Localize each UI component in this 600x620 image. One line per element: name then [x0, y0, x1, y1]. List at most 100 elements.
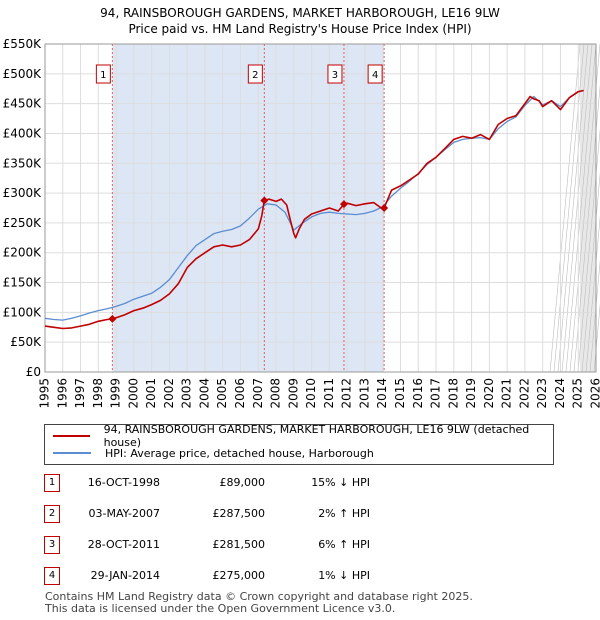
y-tick-label: £100K [3, 305, 43, 319]
x-tick-label: 1999 [109, 378, 123, 409]
transaction-row: 4 29-JAN-2014 £275,000 1% ↓ HPI [0, 567, 600, 587]
x-tick-label: 2026 [589, 378, 600, 409]
y-tick-label: £500K [3, 67, 43, 81]
x-tick-label: 2022 [517, 378, 531, 409]
transaction-hpi: 15% ↓ HPI [311, 476, 370, 489]
hpi-line-swatch [53, 452, 91, 454]
y-tick-label: £50K [10, 335, 42, 349]
future-band-hatch [585, 215, 600, 373]
transaction-date: 16-OCT-1998 [87, 476, 160, 489]
y-tick-label: £300K [3, 186, 43, 200]
sale-point [380, 204, 389, 212]
legend-item-property: 94, RAINSBOROUGH GARDENS, MARKET HARBORO… [53, 423, 553, 449]
y-tick-label: £350K [3, 156, 43, 170]
future-band-hatch [593, 303, 600, 373]
hpi-series-line [44, 89, 584, 321]
transaction-row: 3 28-OCT-2011 £281,500 6% ↑ HPI [0, 536, 600, 556]
y-tick-label: £250K [3, 216, 43, 230]
x-tick-label: 2019 [464, 378, 478, 409]
y-tick-label: £400K [3, 126, 43, 140]
transaction-number: 2 [44, 505, 60, 523]
sale-marker-box [247, 64, 263, 84]
x-tick-label: 2000 [126, 378, 140, 409]
property-line-swatch [53, 435, 90, 437]
transaction-number: 4 [44, 567, 60, 585]
legend: 94, RAINSBOROUGH GARDENS, MARKET HARBORO… [44, 423, 554, 465]
transaction-price: £275,000 [212, 569, 266, 582]
x-tick-label: 2018 [446, 378, 460, 409]
x-tick-label: 2025 [571, 378, 585, 409]
transaction-price: £287,500 [212, 507, 266, 520]
transaction-hpi: 2% ↑ HPI [318, 507, 370, 520]
future-band-hatch [549, 43, 581, 373]
legend-label-property: 94, RAINSBOROUGH GARDENS, MARKET HARBORO… [103, 423, 530, 449]
y-tick-label: £450K [3, 97, 43, 111]
x-tick-label: 2006 [233, 378, 247, 409]
future-period-band [580, 44, 596, 372]
sale-marker-number: 4 [372, 70, 378, 81]
sale-period-band [112, 44, 385, 372]
x-tick-label: 2024 [553, 378, 567, 409]
y-tick-label: £0 [26, 365, 41, 379]
x-tick-label: 1996 [55, 378, 69, 409]
future-band-hatch [589, 259, 600, 373]
footer-copyright: Contains HM Land Registry data © Crown c… [45, 590, 473, 603]
future-band-hatch [573, 84, 600, 373]
x-tick-label: 2004 [197, 378, 211, 409]
transaction-price: £89,000 [219, 476, 266, 489]
legend-label-hpi: HPI: Average price, detached house, Harb… [105, 446, 374, 460]
future-band-hatch [569, 43, 600, 373]
x-tick-label: 2012 [340, 378, 354, 409]
price-chart: £0 £50K £100K £150K £200K £250K £300K £350K £400… [3, 37, 600, 409]
future-band-hatch [557, 43, 589, 373]
sale-marker-number: 2 [252, 70, 258, 81]
x-tick-label: 2016 [411, 378, 425, 409]
transaction-row: 2 03-MAY-2007 £287,500 2% ↑ HPI [0, 505, 600, 525]
future-band-hatch [577, 128, 600, 373]
x-tick-label: 2002 [162, 378, 176, 409]
transaction-row: 1 16-OCT-1998 £89,000 15% ↓ HPI [0, 474, 600, 494]
future-band-hatch [581, 171, 600, 373]
transaction-hpi: 1% ↓ HPI [318, 569, 370, 582]
transaction-date: 28-OCT-2011 [87, 538, 160, 551]
x-tick-label: 2017 [429, 378, 443, 409]
y-tick-label: £200K [3, 246, 43, 260]
x-tick-label: 2020 [482, 378, 496, 409]
future-band-hatch [565, 43, 597, 373]
sale-point [339, 200, 348, 209]
plot-frame [44, 43, 597, 373]
transaction-hpi: 6% ↑ HPI [318, 538, 370, 551]
transaction-number: 3 [44, 536, 60, 554]
x-tick-label: 2007 [251, 378, 265, 409]
sale-marker-box [327, 64, 343, 84]
x-tick-label: 2001 [144, 378, 158, 409]
sale-marker-number: 1 [100, 70, 106, 81]
sale-marker-box [367, 64, 383, 84]
x-tick-label: 1995 [38, 378, 52, 409]
footer-licence: This data is licensed under the Open Gov… [45, 602, 396, 615]
transaction-date: 03-MAY-2007 [88, 507, 160, 520]
sale-point [260, 196, 269, 205]
transaction-date: 29-JAN-2014 [90, 569, 160, 582]
transaction-number: 1 [44, 474, 60, 492]
x-tick-label: 2011 [322, 378, 336, 409]
x-tick-label: 2014 [375, 378, 389, 409]
x-tick-label: 1998 [91, 378, 105, 409]
chart-title-line2: Price paid vs. HM Land Registry's House … [128, 22, 472, 36]
x-tick-label: 2021 [500, 378, 514, 409]
x-tick-label: 2013 [357, 378, 371, 409]
x-tick-label: 2010 [304, 378, 318, 409]
sale-marker-number: 3 [332, 70, 338, 81]
transaction-price: £281,500 [212, 538, 266, 551]
chart-title-line1: 94, RAINSBOROUGH GARDENS, MARKET HARBORO… [100, 6, 500, 20]
future-band-hatch [561, 43, 593, 373]
legend-item-hpi: HPI: Average price, detached house, Harb… [53, 445, 374, 461]
x-tick-label: 2008 [269, 378, 283, 409]
x-tick-label: 2023 [535, 378, 549, 409]
y-tick-label: £150K [3, 276, 43, 290]
x-tick-label: 2003 [180, 378, 194, 409]
sale-marker-box [95, 64, 111, 84]
x-tick-label: 2015 [393, 378, 407, 409]
future-band-hatch [553, 43, 585, 373]
property-series-line [44, 89, 584, 330]
